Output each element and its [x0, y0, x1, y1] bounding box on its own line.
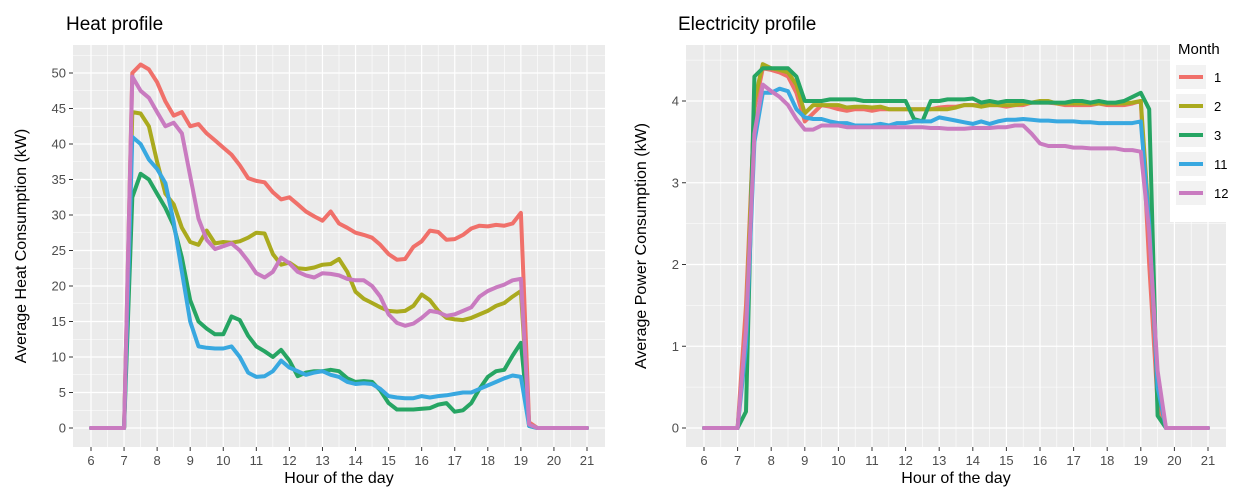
electricity-x-tick-label: 15 [999, 453, 1013, 468]
heat-y-ticks: 0 5 10 15 20 25 30 35 40 45 50 [52, 66, 73, 436]
heat-x-tick-label: 12 [282, 453, 296, 468]
electricity-series-line-2 [702, 62, 1210, 430]
electricity-x-tick-label: 8 [768, 453, 775, 468]
heat-y-tick-label: 50 [52, 66, 66, 81]
electricity-x-tick-label: 9 [801, 453, 808, 468]
electricity-y-axis-title: Average Power Consumption (kW) [633, 123, 650, 369]
electricity-x-tick-label: 16 [1033, 453, 1047, 468]
legend-label-1: 1 [1214, 70, 1221, 85]
heat-x-axis-title: Hour of the day [284, 470, 393, 487]
heat-series-line-11 [89, 134, 589, 430]
legend-label-2: 2 [1214, 99, 1221, 114]
electricity-x-tick-label: 19 [1134, 453, 1148, 468]
heat-x-tick-label: 21 [580, 453, 594, 468]
electricity-x-tick-label: 11 [865, 453, 879, 468]
electricity-x-tick-label: 17 [1066, 453, 1080, 468]
heat-y-tick-label: 0 [59, 421, 66, 436]
heat-y-tick-label: 15 [52, 314, 66, 329]
heat-y-axis-title: Average Heat Consumption (kW) [13, 129, 30, 363]
heat-x-tick-label: 17 [447, 453, 461, 468]
heat-x-tick-label: 11 [250, 453, 264, 468]
heat-x-tick-label: 20 [547, 453, 561, 468]
legend-label-3: 3 [1214, 128, 1221, 143]
electricity-chart-title: Electricity profile [678, 14, 816, 35]
heat-series-line-12 [89, 74, 589, 430]
electricity-x-tick-label: 13 [932, 453, 946, 468]
heat-x-tick-label: 6 [87, 453, 94, 468]
heat-y-tick-label: 45 [52, 101, 66, 116]
heat-y-tick-label: 35 [52, 172, 66, 187]
legend-label-11: 11 [1214, 157, 1228, 172]
electricity-y-ticks: 0 1 2 3 4 [672, 94, 686, 436]
electricity-series-line-12 [702, 82, 1210, 430]
heat-y-tick-label: 40 [52, 137, 66, 152]
heat-x-tick-label: 14 [348, 453, 362, 468]
electricity-x-tick-label: 12 [898, 453, 912, 468]
heat-x-tick-label: 19 [514, 453, 528, 468]
legend-label-12: 12 [1214, 186, 1228, 201]
heat-x-ticks: 6 7 8 9 10 11 12 13 14 15 16 17 18 19 20 21 [87, 447, 594, 468]
electricity-x-tick-label: 6 [700, 453, 707, 468]
electricity-x-tick-label: 10 [831, 453, 845, 468]
electricity-series-group [702, 62, 1210, 430]
electricity-x-tick-label: 20 [1167, 453, 1181, 468]
heat-x-tick-label: 18 [481, 453, 495, 468]
heat-series-line-2 [89, 110, 589, 430]
heat-x-tick-label: 16 [414, 453, 428, 468]
electricity-x-axis-title: Hour of the day [901, 470, 1010, 487]
heat-chart-title: Heat profile [66, 14, 163, 35]
legend-title: Month [1178, 41, 1220, 58]
heat-y-tick-label: 30 [52, 208, 66, 223]
electricity-x-tick-label: 14 [966, 453, 980, 468]
heat-series-group [89, 62, 589, 430]
electricity-x-tick-label: 21 [1201, 453, 1215, 468]
electricity-y-tick-label: 2 [672, 257, 679, 272]
heat-series-line-1 [89, 62, 589, 430]
electricity-x-tick-label: 7 [734, 453, 741, 468]
electricity-y-tick-label: 3 [672, 175, 679, 190]
heat-x-tick-label: 9 [187, 453, 194, 468]
electricity-y-tick-label: 4 [672, 94, 679, 109]
electricity-y-tick-label: 0 [672, 421, 679, 436]
heat-y-tick-label: 20 [52, 279, 66, 294]
heat-x-tick-label: 15 [381, 453, 395, 468]
heat-x-tick-label: 10 [216, 453, 230, 468]
heat-x-tick-label: 8 [154, 453, 161, 468]
heat-x-tick-label: 13 [315, 453, 329, 468]
electricity-y-tick-label: 1 [672, 339, 679, 354]
heat-x-tick-label: 7 [120, 453, 127, 468]
heat-y-tick-label: 5 [59, 385, 66, 400]
electricity-x-tick-label: 18 [1100, 453, 1114, 468]
heat-y-tick-label: 10 [52, 350, 66, 365]
electricity-series-line-3 [702, 66, 1210, 430]
electricity-x-ticks: 6 7 8 9 10 11 12 13 14 15 16 17 18 19 20 21 [700, 447, 1215, 468]
heat-y-tick-label: 25 [52, 243, 66, 258]
electricity-series-line-11 [702, 86, 1210, 430]
